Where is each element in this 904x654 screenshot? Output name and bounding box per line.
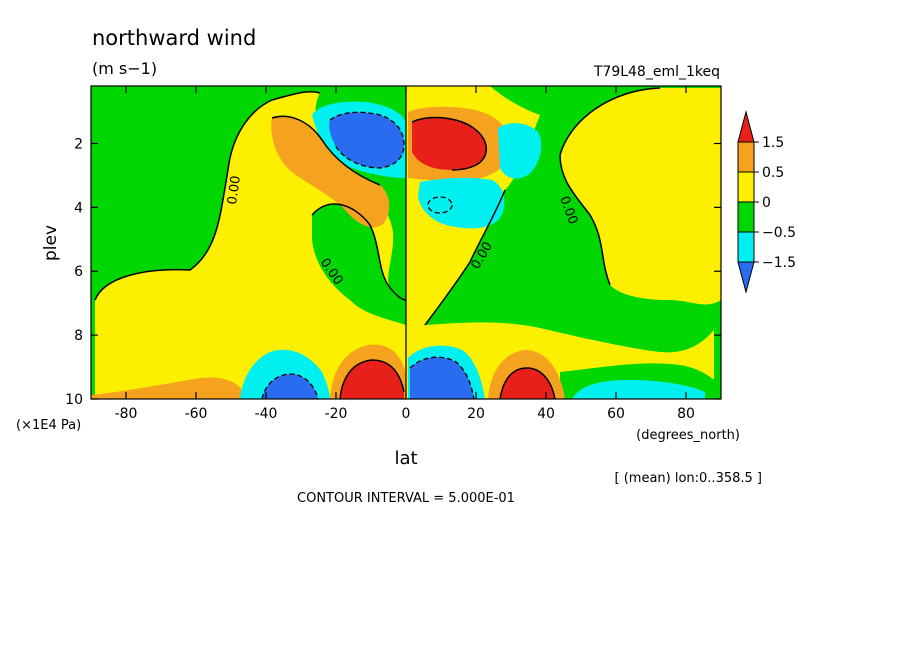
colorbar-swatch [737,261,755,294]
y-axis: 2 4 6 8 10 [65,136,721,408]
x-tick-label: 20 [467,406,485,422]
x-tick-label: 0 [402,406,411,422]
nh-upper-right-negative [498,123,542,179]
colorbar-swatch [737,110,755,143]
x-tick-label: -20 [325,406,348,422]
x-tick-label: 40 [537,406,555,422]
colorbar-label: −0.5 [762,225,796,241]
colorbar-swatch [737,171,755,203]
nh-upper-positive-core [412,117,487,170]
y-axis-units: (×1E4 Pa) [16,418,81,433]
y-axis-label: plev [41,225,61,261]
sh-lower-positive-core [340,360,404,399]
sh-lower-negative-core [262,374,318,399]
colorbar-label: 0 [762,195,771,211]
x-tick-label: -60 [185,406,208,422]
contour-interval: CONTOUR INTERVAL = 5.000E-01 [297,491,515,506]
contour-label: 0.00 [225,175,244,206]
sh-polar-negative [91,86,222,280]
mean-note: [ (mean) lon:0..358.5 ] [615,471,763,486]
nh-lower-positive-core [500,368,555,399]
y-tick-label: 2 [74,136,83,152]
dashed-contour-lines [261,111,475,399]
contour-lines [94,86,661,399]
colorbar-swatch [737,141,755,173]
nh-mid-negative [418,177,505,229]
sh-tropical-negative [312,204,406,325]
colorbar-swatch [737,231,755,263]
colorbar: 1.5 0.5 0 −0.5 −1.5 [737,110,796,294]
x-axis-label: lat [394,448,417,469]
colorbar-label: −1.5 [762,255,796,271]
sh-upper-positive [271,116,390,228]
y-tick-label: 4 [74,200,83,216]
nh-lower-high-latitude-negative [572,380,705,399]
x-tick-label: 80 [677,406,695,422]
x-tick-label: -40 [255,406,278,422]
x-axis: -80 -60 -40 -20 0 20 40 60 80 [115,86,695,422]
x-tick-label: 60 [607,406,625,422]
sh-upper-negative-core [329,112,404,168]
colorbar-label: 0.5 [762,165,784,181]
x-axis-units: (degrees_north) [636,428,740,443]
contour-field: 0.00 0.00 0.00 0.00 [91,86,721,399]
y-tick-label: 8 [74,328,83,344]
y-tick-label: 10 [65,392,83,408]
chart-units: (m s−1) [92,59,157,78]
nh-polar-positive [560,88,721,305]
colorbar-swatch [737,201,755,233]
x-tick-label: -80 [115,406,138,422]
nh-lower-negative-core [410,357,474,399]
chart-title: northward wind [92,26,256,50]
sh-lower-positive-band [91,377,242,399]
colorbar-label: 1.5 [762,135,784,151]
experiment-label: T79L48_eml_1keq [593,64,720,80]
y-tick-label: 6 [74,264,83,280]
